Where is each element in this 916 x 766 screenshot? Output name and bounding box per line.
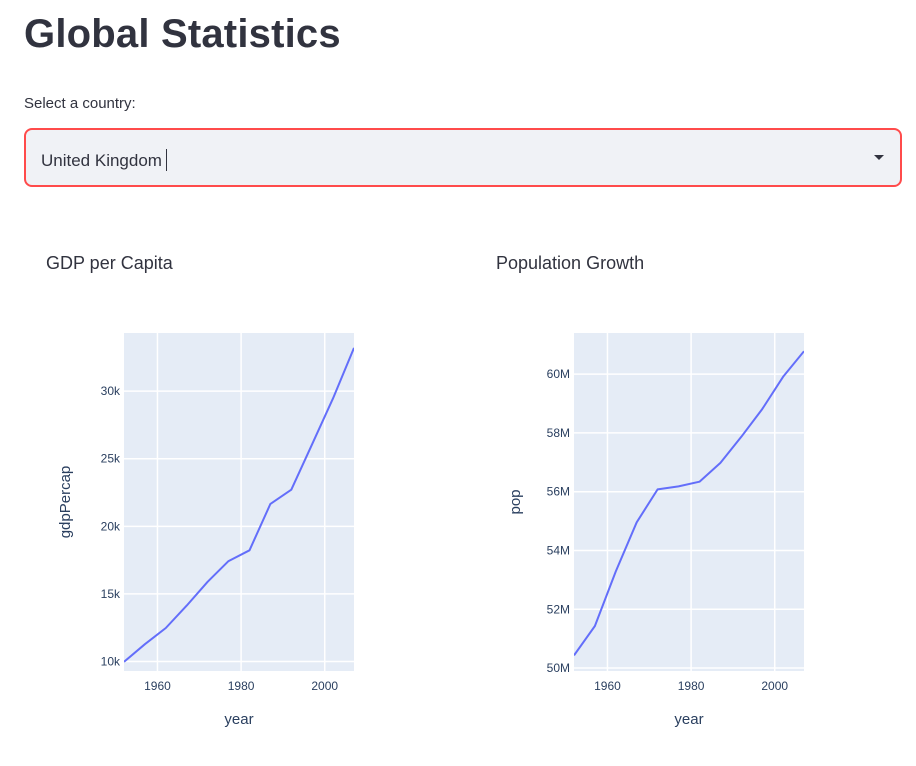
pop-y-tick-label: 60M xyxy=(547,367,570,381)
gdp-y-tick-label: 15k xyxy=(101,587,121,601)
gdp-data-point[interactable] xyxy=(225,557,233,565)
gdp-data-point[interactable] xyxy=(183,602,191,610)
gdp-data-point[interactable] xyxy=(204,578,212,586)
page-title: Global Statistics xyxy=(24,12,341,56)
gdp-data-point[interactable] xyxy=(308,440,316,448)
gdp-series-line[interactable] xyxy=(124,347,354,663)
country-select-value-text: United Kingdom xyxy=(41,151,162,170)
pop-y-tick-label: 54M xyxy=(547,543,570,557)
gdp-data-point[interactable] xyxy=(162,624,170,632)
pop-data-point[interactable] xyxy=(675,482,683,490)
gdp-data-point[interactable] xyxy=(266,500,274,508)
gdp-x-tick-label: 2000 xyxy=(311,679,338,693)
pop-y-tick-label: 58M xyxy=(547,426,570,440)
pop-chart-title: Population Growth xyxy=(496,253,645,273)
gdp-y-tick-label: 10k xyxy=(101,655,121,669)
gdp-x-tick-label: 1960 xyxy=(144,679,171,693)
gdp-y-tick-label: 25k xyxy=(101,452,121,466)
pop-data-point[interactable] xyxy=(737,433,745,441)
pop-data-point[interactable] xyxy=(633,518,641,526)
gdp-data-point[interactable] xyxy=(329,394,337,402)
country-select-value[interactable]: United Kingdom xyxy=(41,149,167,171)
pop-data-point[interactable] xyxy=(695,478,703,486)
pop-y-axis-title: pop xyxy=(507,489,524,514)
pop-y-tick-label: 56M xyxy=(547,485,570,499)
pop-x-tick-label: 1980 xyxy=(678,679,705,693)
pop-plot-area[interactable] xyxy=(574,333,804,671)
chevron-down-icon[interactable] xyxy=(874,155,884,160)
gdp-plot-area[interactable] xyxy=(124,333,354,671)
text-cursor xyxy=(165,149,167,171)
pop-data-point[interactable] xyxy=(800,347,808,355)
gdp-x-tick-label: 1980 xyxy=(228,679,255,693)
pop-y-tick-label: 52M xyxy=(547,602,570,616)
pop-chart: Population Growth 1960 1980 2000 50M 52M 54M 5… xyxy=(450,245,850,755)
pop-data-point[interactable] xyxy=(758,405,766,413)
pop-data-point[interactable] xyxy=(716,459,724,467)
gdp-data-point[interactable] xyxy=(141,640,149,648)
gdp-chart: GDP per Capita 1960 1980 2000 10k 15k 20k 25k 3… xyxy=(0,245,400,755)
pop-data-point[interactable] xyxy=(779,373,787,381)
gdp-y-tick-label: 30k xyxy=(101,384,121,398)
pop-x-tick-label: 2000 xyxy=(761,679,788,693)
country-select[interactable]: United Kingdom xyxy=(24,128,902,187)
pop-x-axis-title: year xyxy=(674,711,703,728)
pop-data-point[interactable] xyxy=(612,567,620,575)
gdp-chart-svg: 1960 1980 2000 10k 15k 20k 25k 30k year gdpPercap xyxy=(57,333,358,728)
gdp-y-axis-title: gdpPercap xyxy=(57,466,74,539)
pop-series-line[interactable] xyxy=(574,350,804,656)
gdp-data-point[interactable] xyxy=(245,546,253,554)
country-select-label: Select a country: xyxy=(24,95,136,112)
pop-data-point[interactable] xyxy=(654,485,662,493)
gdp-data-point[interactable] xyxy=(120,658,128,666)
gdp-x-axis-title: year xyxy=(224,711,253,728)
pop-data-point[interactable] xyxy=(570,651,578,659)
gdp-chart-title: GDP per Capita xyxy=(46,253,173,273)
gdp-data-point[interactable] xyxy=(287,486,295,494)
pop-data-point[interactable] xyxy=(591,622,599,630)
pop-chart-svg: 1960 1980 2000 50M 52M 54M 56M 58M 60M year pop xyxy=(507,333,808,728)
pop-y-tick-label: 50M xyxy=(547,661,570,675)
gdp-data-point[interactable] xyxy=(350,344,358,352)
pop-x-tick-label: 1960 xyxy=(594,679,621,693)
gdp-y-tick-label: 20k xyxy=(101,519,121,533)
